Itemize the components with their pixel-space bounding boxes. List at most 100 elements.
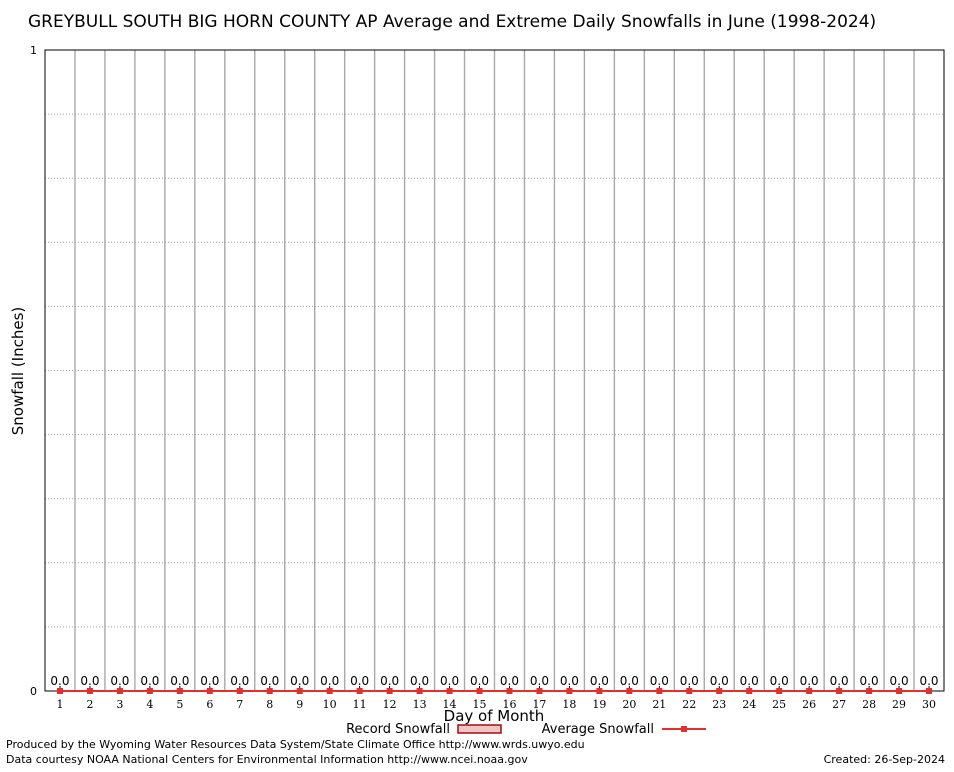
x-tick-label: 14 — [443, 698, 457, 711]
chart-title: GREYBULL SOUTH BIG HORN COUNTY AP Averag… — [28, 12, 876, 32]
average-point — [56, 688, 63, 694]
average-point — [506, 688, 513, 694]
x-tick-label: 3 — [116, 698, 123, 711]
x-tick-label: 25 — [772, 698, 786, 711]
x-tick-label: 1 — [56, 698, 63, 711]
data-label: 0.0 — [140, 674, 159, 688]
y-tick-label: 0 — [30, 685, 37, 698]
y-tick-label: 1 — [30, 44, 37, 57]
average-point — [626, 688, 633, 694]
plot-area: 0110.020.030.040.050.060.070.080.090.010… — [30, 44, 945, 711]
x-tick-label: 11 — [353, 698, 367, 711]
average-point — [416, 688, 423, 694]
data-label: 0.0 — [410, 674, 429, 688]
average-point — [746, 688, 753, 694]
x-tick-label: 9 — [296, 698, 303, 711]
data-label: 0.0 — [530, 674, 549, 688]
data-label: 0.0 — [200, 674, 219, 688]
data-label: 0.0 — [470, 674, 489, 688]
x-tick-label: 5 — [176, 698, 183, 711]
data-label: 0.0 — [770, 674, 789, 688]
legend-marker-average — [681, 726, 687, 732]
legend: Record Snowfall Average Snowfall — [346, 722, 706, 737]
x-tick-label: 27 — [832, 698, 846, 711]
x-tick-label: 16 — [502, 698, 516, 711]
x-tick-label: 28 — [862, 698, 876, 711]
x-tick-label: 4 — [146, 698, 153, 711]
data-label: 0.0 — [260, 674, 279, 688]
average-point — [686, 688, 693, 694]
average-point — [176, 688, 183, 694]
data-label: 0.0 — [290, 674, 309, 688]
x-axis-label: Day of Month — [444, 707, 545, 725]
average-point — [386, 688, 393, 694]
data-label: 0.0 — [740, 674, 759, 688]
legend-label-average: Average Snowfall — [542, 722, 654, 737]
average-point — [896, 688, 903, 694]
data-label: 0.0 — [230, 674, 249, 688]
data-label: 0.0 — [890, 674, 909, 688]
x-tick-label: 23 — [712, 698, 726, 711]
average-point — [236, 688, 243, 694]
x-tick-label: 29 — [892, 698, 906, 711]
x-tick-label: 19 — [592, 698, 606, 711]
data-label: 0.0 — [710, 674, 729, 688]
x-tick-label: 8 — [266, 698, 273, 711]
average-point — [566, 688, 573, 694]
data-label: 0.0 — [590, 674, 609, 688]
x-tick-label: 24 — [742, 698, 756, 711]
x-tick-label: 7 — [236, 698, 243, 711]
x-tick-label: 18 — [562, 698, 576, 711]
data-label: 0.0 — [620, 674, 639, 688]
average-point — [146, 688, 153, 694]
data-label: 0.0 — [110, 674, 129, 688]
legend-swatch-record — [457, 724, 502, 734]
x-tick-label: 2 — [86, 698, 93, 711]
footer-data-courtesy: Data courtesy NOAA National Centers for … — [6, 753, 528, 766]
x-tick-label: 22 — [682, 698, 696, 711]
x-tick-label: 10 — [323, 698, 337, 711]
footer-produced-by: Produced by the Wyoming Water Resources … — [6, 738, 585, 751]
x-tick-label: 12 — [383, 698, 397, 711]
average-point — [476, 688, 483, 694]
data-label: 0.0 — [380, 674, 399, 688]
x-tick-label: 26 — [802, 698, 816, 711]
average-point — [296, 688, 303, 694]
average-point — [266, 688, 273, 694]
average-point — [866, 688, 873, 694]
average-point — [356, 688, 363, 694]
data-label: 0.0 — [800, 674, 819, 688]
footer-created: Created: 26-Sep-2024 — [824, 753, 945, 766]
x-tick-label: 30 — [922, 698, 936, 711]
x-tick-label: 15 — [473, 698, 487, 711]
average-point — [926, 688, 933, 694]
data-label: 0.0 — [560, 674, 579, 688]
data-label: 0.0 — [170, 674, 189, 688]
data-label: 0.0 — [320, 674, 339, 688]
data-label: 0.0 — [500, 674, 519, 688]
average-point — [446, 688, 453, 694]
data-label: 0.0 — [860, 674, 879, 688]
x-tick-label: 13 — [413, 698, 427, 711]
average-point — [596, 688, 603, 694]
data-label: 0.0 — [440, 674, 459, 688]
average-point — [716, 688, 723, 694]
average-point — [116, 688, 123, 694]
data-label: 0.0 — [50, 674, 69, 688]
average-point — [536, 688, 543, 694]
average-point — [86, 688, 93, 694]
data-label: 0.0 — [650, 674, 669, 688]
y-axis-label: Snowfall (Inches) — [9, 307, 27, 435]
data-label: 0.0 — [350, 674, 369, 688]
x-tick-label: 21 — [652, 698, 666, 711]
legend-label-record: Record Snowfall — [346, 722, 450, 737]
average-point — [836, 688, 843, 694]
data-label: 0.0 — [919, 674, 938, 688]
data-label: 0.0 — [680, 674, 699, 688]
average-point — [776, 688, 783, 694]
data-label: 0.0 — [830, 674, 849, 688]
data-label: 0.0 — [80, 674, 99, 688]
average-point — [656, 688, 663, 694]
average-point — [206, 688, 213, 694]
